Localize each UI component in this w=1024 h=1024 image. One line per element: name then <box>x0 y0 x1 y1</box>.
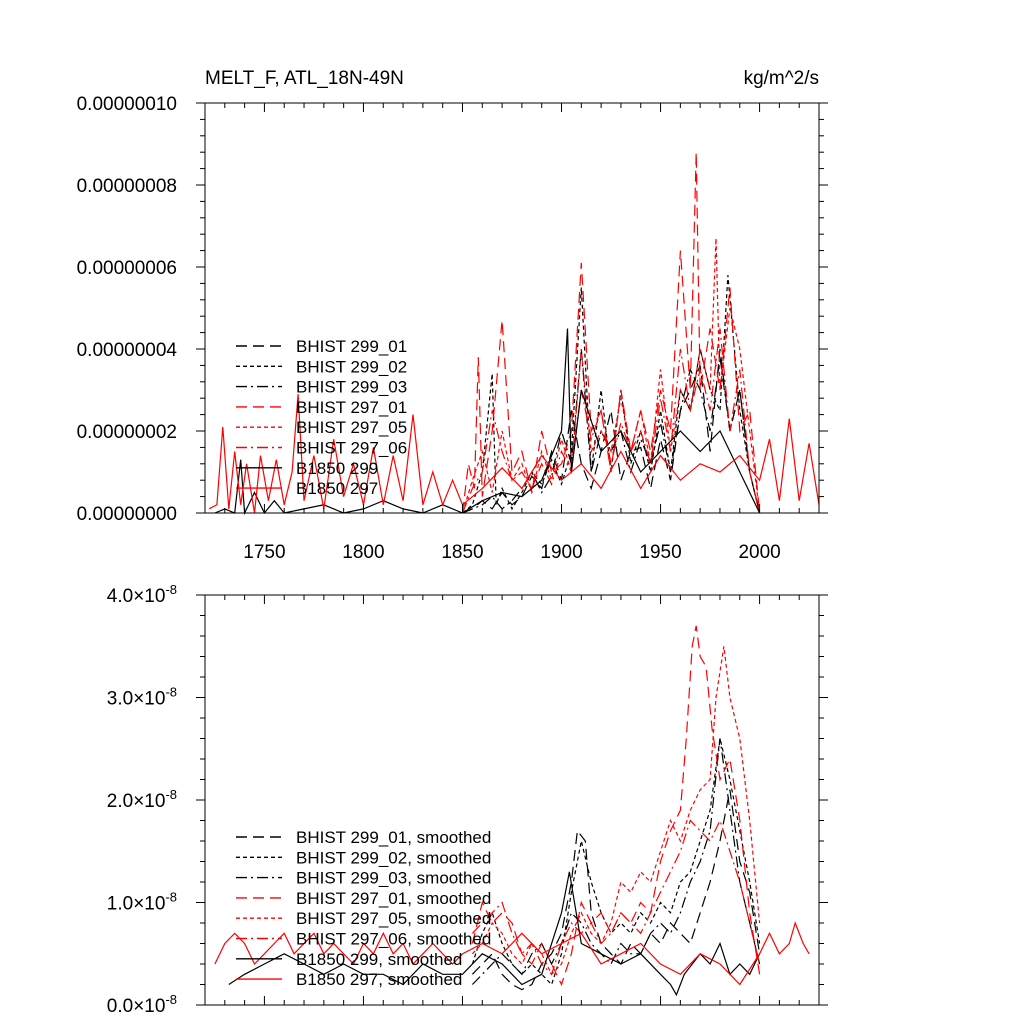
series-line-0-4 <box>461 238 761 514</box>
series-line-1-1 <box>471 738 761 986</box>
series-line-1-2 <box>471 738 761 985</box>
y-tick-label: 2.0×10-8 <box>107 787 177 812</box>
y-tick-label: 3.0×10-8 <box>107 685 177 710</box>
legend-label: BHIST 297_01, smoothed <box>296 889 491 908</box>
legend-label: BHIST 299_01, smoothed <box>296 828 491 847</box>
legend-label: BHIST 297_01 <box>296 398 407 417</box>
series-line-0-2 <box>462 348 761 514</box>
y-tick-label: 0.00000002 <box>77 422 177 443</box>
x-tick-label: 1900 <box>540 542 582 563</box>
x-tick-label: 1800 <box>342 542 384 563</box>
series-line-1-3 <box>471 625 761 987</box>
legend-label: BHIST 299_03 <box>296 378 407 397</box>
series-line-0-3 <box>461 152 761 514</box>
legend-label: BHIST 299_01 <box>296 337 407 356</box>
top-series-group <box>208 152 820 516</box>
series-line-0-5 <box>461 328 761 514</box>
y-tick-label: 0.00000010 <box>77 94 177 115</box>
x-tick-label: 1750 <box>243 542 285 563</box>
bottom-panel: 0.0×10-8 1.0×10-8 2.0×10-8 3.0×10-8 4.0×10-8… <box>107 582 828 1017</box>
y-tick-label: 0.0×10-8 <box>107 992 177 1017</box>
series-line-1-4 <box>471 646 761 976</box>
top-panel: 0.00000000 0.00000002 0.00000004 0.00000006… <box>77 68 828 563</box>
series-line-0-0 <box>462 348 761 514</box>
bottom-axis-ticks: 0.0×10-8 1.0×10-8 2.0×10-8 3.0×10-8 4.0×10-8 <box>107 582 828 1017</box>
legend-label: B1850 299 <box>296 459 378 478</box>
legend-label: BHIST 299_03, smoothed <box>296 869 491 888</box>
y-tick-label: 0.00000004 <box>77 340 178 361</box>
y-tick-label: 0.00000006 <box>77 258 177 279</box>
series-line-1-5 <box>471 818 761 976</box>
legend-label: BHIST 299_02 <box>296 357 407 376</box>
legend-label: BHIST 297_05, smoothed <box>296 909 491 928</box>
x-tick-label: 1850 <box>441 542 483 563</box>
legend-label: BHIST 297_06, smoothed <box>296 930 491 949</box>
series-line-1-0 <box>471 789 761 991</box>
top-chart-title: MELT_F, ATL_18N-49N <box>205 68 404 89</box>
x-tick-label: 1950 <box>639 542 681 563</box>
legend-label: BHIST 297_06 <box>296 439 407 458</box>
x-tick-label: 2000 <box>738 542 780 563</box>
bottom-series-group <box>214 625 810 997</box>
y-tick-label: 1.0×10-8 <box>107 890 177 915</box>
top-units-label: kg/m^2/s <box>744 68 819 89</box>
legend-label: BHIST 299_02, smoothed <box>296 848 491 867</box>
y-tick-label: 0.00000008 <box>77 176 177 197</box>
legend-label: B1850 297, smoothed <box>296 970 462 989</box>
series-line-1-7 <box>214 921 810 986</box>
y-tick-label: 4.0×10-8 <box>107 582 177 607</box>
top-axis-ticks: 0.00000000 0.00000002 0.00000004 0.00000006… <box>77 94 828 563</box>
y-tick-label: 0.00000000 <box>77 504 177 525</box>
legend-label: B1850 299, smoothed <box>296 950 462 969</box>
series-line-0-7 <box>208 394 820 514</box>
top-plot-frame <box>204 102 820 514</box>
legend-label: BHIST 297_05 <box>296 418 407 437</box>
series-line-1-6 <box>228 871 761 997</box>
legend-label: B1850 297 <box>296 479 378 498</box>
